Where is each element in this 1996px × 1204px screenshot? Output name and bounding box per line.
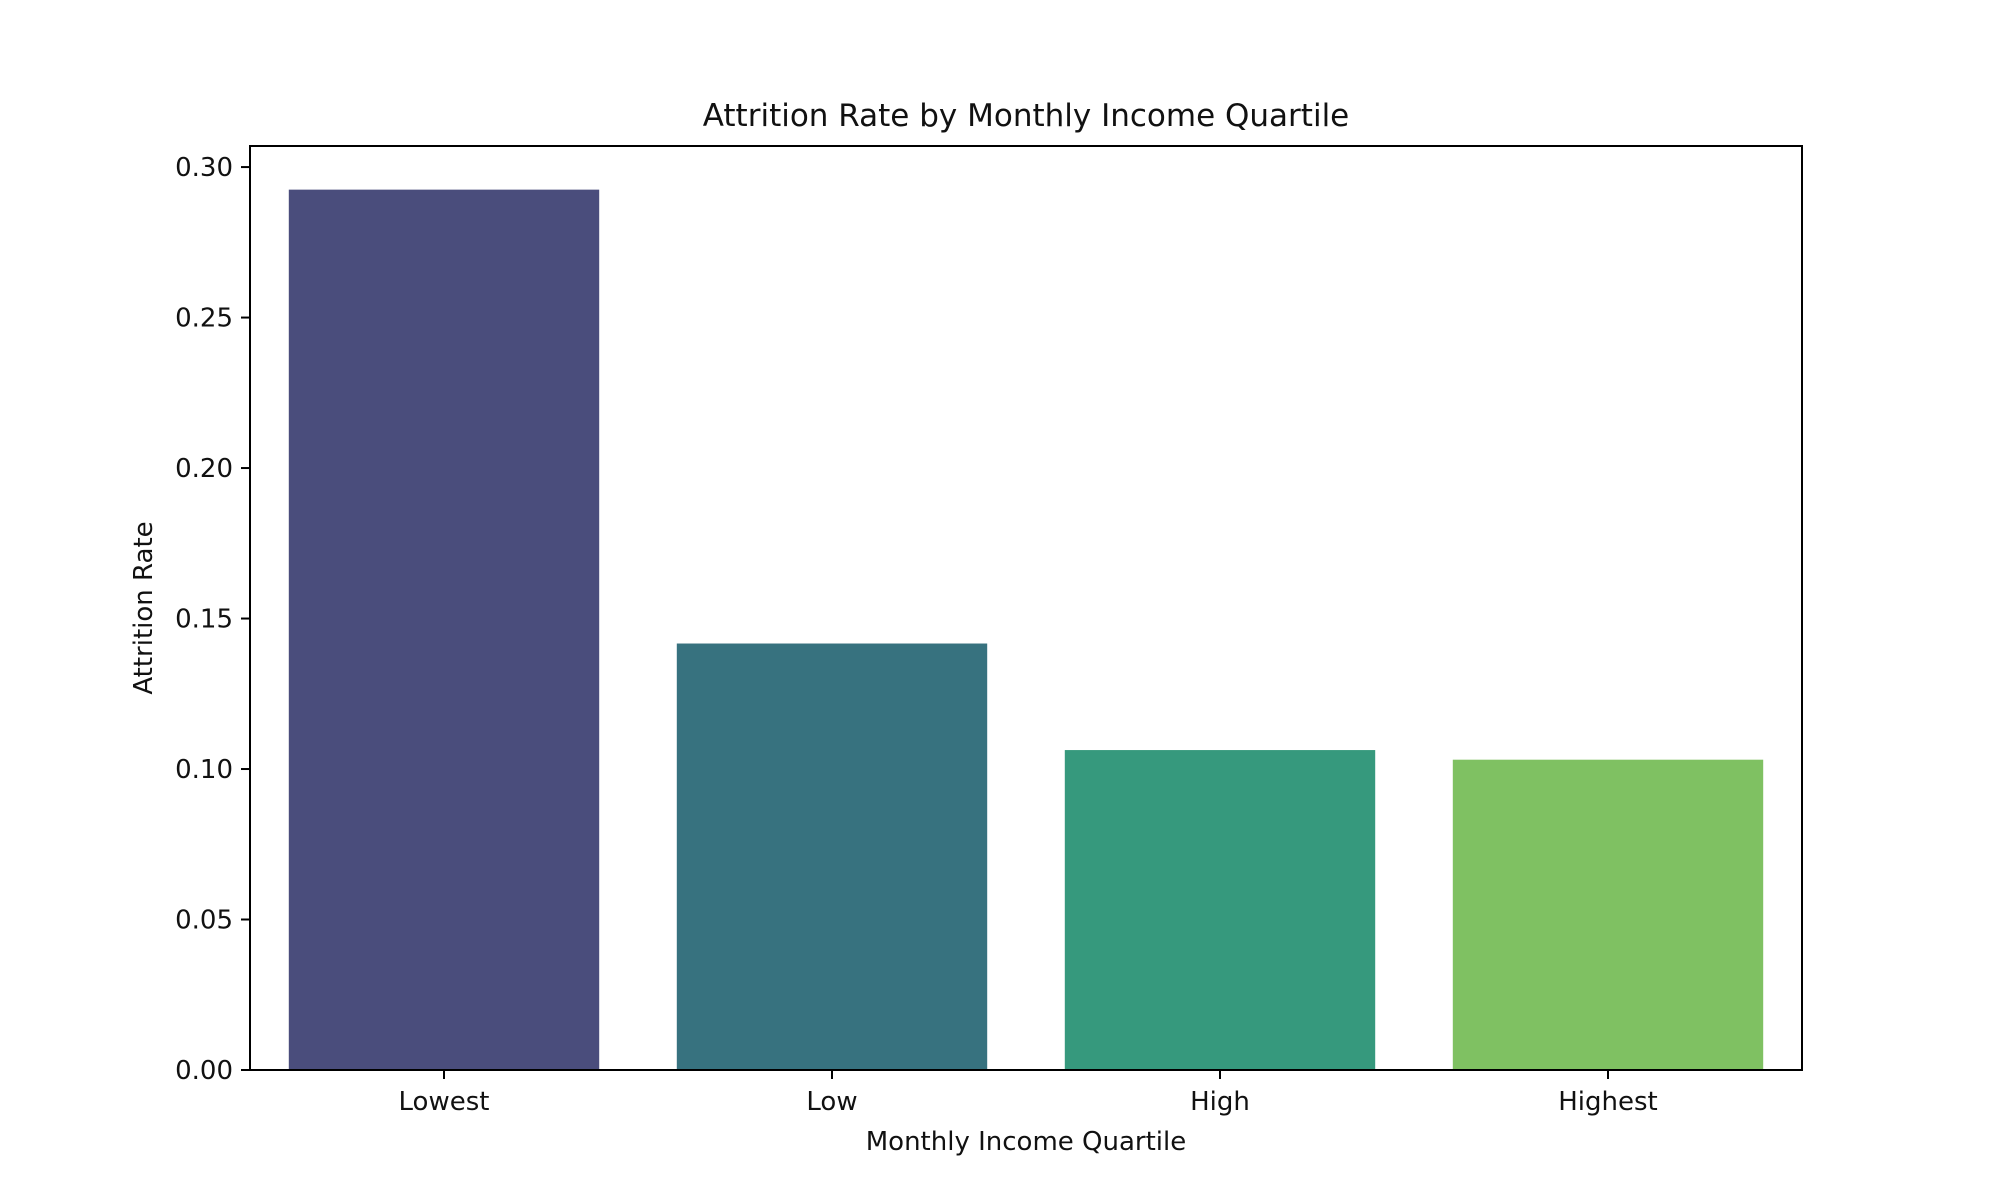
y-tick-label: 0.00 <box>175 1056 233 1086</box>
y-axis-label: Attrition Rate <box>129 521 159 694</box>
y-tick-label: 0.30 <box>175 153 233 183</box>
bar-low <box>676 643 988 1070</box>
y-tick-label: 0.25 <box>175 304 233 334</box>
y-tick-label: 0.05 <box>175 906 233 936</box>
y-tick-label: 0.10 <box>175 755 233 785</box>
bar-high <box>1064 750 1376 1070</box>
bars-layer <box>288 189 1764 1070</box>
x-axis-label: Monthly Income Quartile <box>866 1127 1187 1157</box>
bar-highest <box>1452 759 1764 1070</box>
x-tick-label: Highest <box>1558 1087 1658 1117</box>
bar-lowest <box>288 189 600 1070</box>
x-tick-label: Lowest <box>399 1087 490 1117</box>
x-axis: Lowest Low High Highest <box>399 1070 1658 1117</box>
y-axis: 0.00 0.05 0.10 0.15 0.20 0.25 0.30 <box>175 153 250 1086</box>
x-tick-label: High <box>1190 1087 1250 1117</box>
plot-frame <box>249 145 1803 1071</box>
y-tick-label: 0.20 <box>175 454 233 484</box>
chart-title: Attrition Rate by Monthly Income Quartil… <box>703 98 1350 134</box>
x-tick-label: Low <box>806 1087 857 1117</box>
y-tick-label: 0.15 <box>175 605 233 635</box>
